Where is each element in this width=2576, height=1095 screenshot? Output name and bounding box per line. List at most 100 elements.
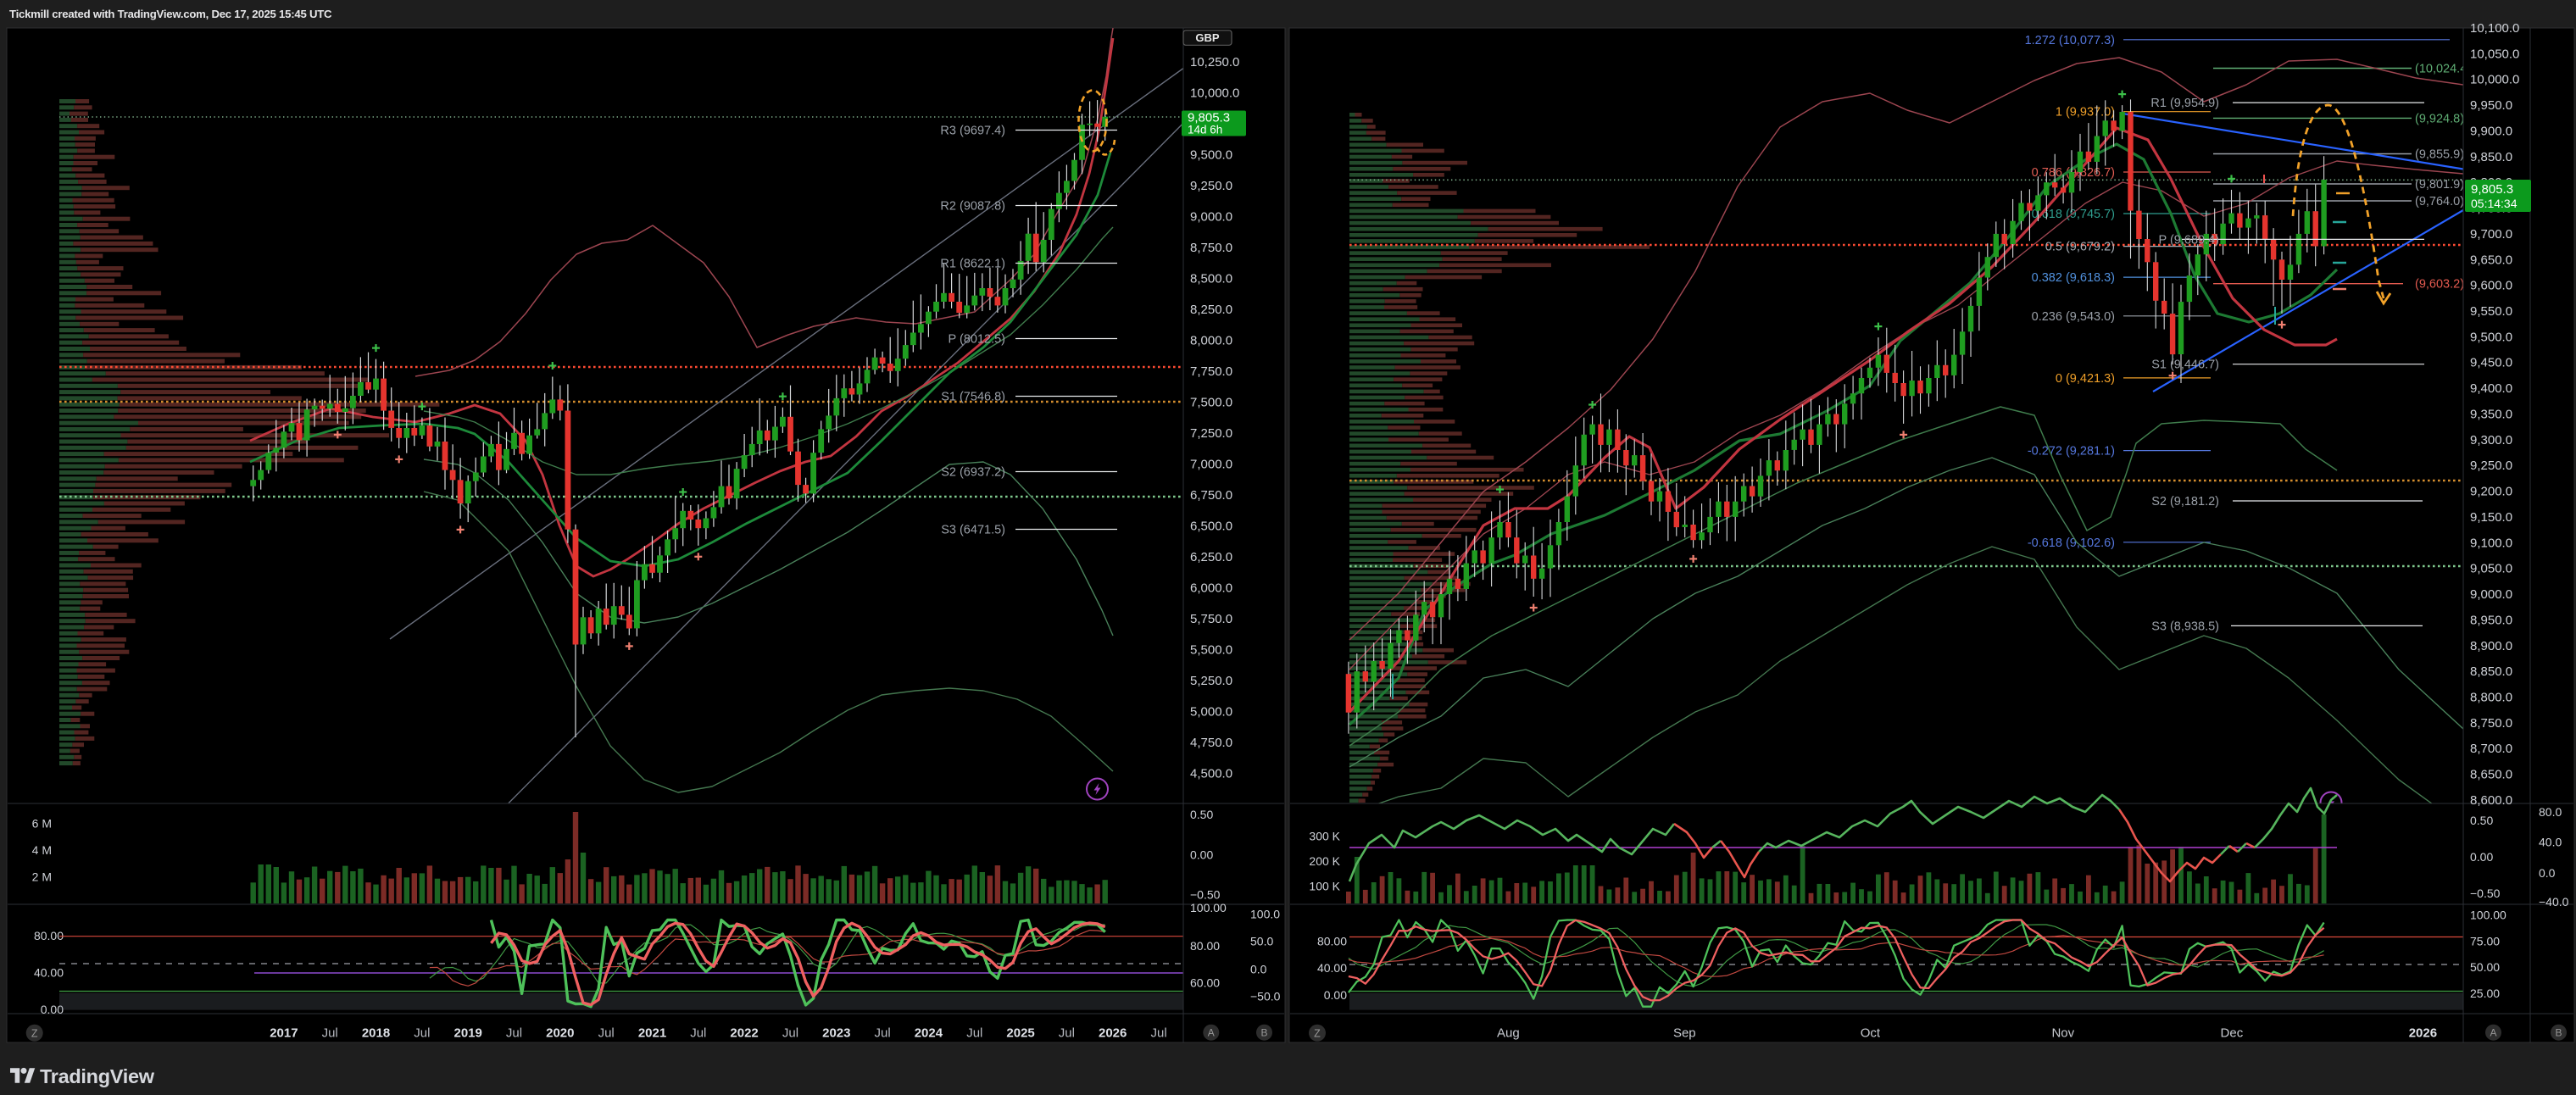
svg-text:9,500.0: 9,500.0: [2470, 330, 2512, 344]
svg-text:9,550.0: 9,550.0: [2470, 304, 2512, 319]
svg-text:9,150.0: 9,150.0: [2470, 510, 2512, 525]
svg-text:9,100.0: 9,100.0: [2470, 536, 2512, 550]
svg-text:0.382 (9,618.3): 0.382 (9,618.3): [2032, 271, 2115, 285]
svg-text:Sep: Sep: [1673, 1026, 1696, 1041]
svg-text:10,000.0: 10,000.0: [2470, 73, 2519, 87]
svg-text:1 (9,937.0): 1 (9,937.0): [2056, 106, 2115, 120]
svg-text:2023: 2023: [822, 1026, 850, 1041]
svg-text:Jul: Jul: [875, 1026, 891, 1041]
svg-text:0.00: 0.00: [1324, 988, 1347, 1002]
svg-text:-0.272 (9,281.1): -0.272 (9,281.1): [2028, 445, 2115, 459]
svg-text:B: B: [1260, 1027, 1267, 1039]
svg-text:2026: 2026: [2409, 1026, 2437, 1041]
svg-text:(10,024.4): (10,024.4): [2415, 63, 2471, 76]
svg-text:S3 (6471.5): S3 (6471.5): [941, 524, 1005, 537]
svg-text:8,850.0: 8,850.0: [2470, 664, 2512, 679]
svg-text:6,500.0: 6,500.0: [1190, 519, 1232, 533]
svg-text:0.50: 0.50: [1190, 808, 1213, 821]
svg-text:S1 (7546.8): S1 (7546.8): [941, 391, 1005, 404]
svg-text:8,700.0: 8,700.0: [2470, 742, 2512, 756]
svg-text:8,800.0: 8,800.0: [2470, 691, 2512, 705]
svg-text:9,600.0: 9,600.0: [2470, 279, 2512, 293]
svg-text:−0.50: −0.50: [1190, 888, 1221, 902]
svg-text:9,200.0: 9,200.0: [2470, 485, 2512, 499]
svg-text:9,000.0: 9,000.0: [1190, 209, 1232, 224]
svg-text:2024: 2024: [915, 1026, 943, 1041]
svg-text:9,950.0: 9,950.0: [2470, 98, 2512, 113]
svg-text:R3 (9697.4): R3 (9697.4): [940, 125, 1005, 138]
svg-text:2019: 2019: [454, 1026, 482, 1041]
svg-text:0.236 (9,543.0): 0.236 (9,543.0): [2032, 310, 2115, 324]
svg-text:2017: 2017: [270, 1026, 298, 1041]
svg-text:5,250.0: 5,250.0: [1190, 674, 1232, 688]
svg-text:0 (9,421.3): 0 (9,421.3): [2056, 372, 2115, 386]
svg-text:100.00: 100.00: [2470, 909, 2506, 922]
svg-text:6,250.0: 6,250.0: [1190, 550, 1232, 564]
svg-text:9,300.0: 9,300.0: [2470, 433, 2512, 447]
svg-text:P (9,689.4): P (9,689.4): [2159, 233, 2219, 247]
svg-text:Z: Z: [31, 1028, 38, 1040]
svg-text:0.00: 0.00: [1190, 848, 1213, 861]
svg-text:10,250.0: 10,250.0: [1190, 55, 1239, 69]
svg-text:9,700.0: 9,700.0: [2470, 227, 2512, 242]
svg-text:10,050.0: 10,050.0: [2470, 47, 2519, 61]
svg-text:A: A: [1208, 1027, 1215, 1039]
svg-text:Jul: Jul: [414, 1026, 430, 1041]
svg-text:9,000.0: 9,000.0: [2470, 587, 2512, 602]
svg-text:9,805.3: 9,805.3: [2471, 182, 2513, 197]
svg-text:9,050.0: 9,050.0: [2470, 562, 2512, 576]
svg-text:25.00: 25.00: [2470, 987, 2500, 1000]
svg-text:2020: 2020: [546, 1026, 574, 1041]
svg-text:9,250.0: 9,250.0: [2470, 459, 2512, 473]
svg-text:Nov: Nov: [2051, 1026, 2074, 1041]
svg-text:6 M: 6 M: [32, 817, 52, 831]
svg-text:8,950.0: 8,950.0: [2470, 613, 2512, 627]
svg-text:200 K: 200 K: [1309, 854, 1340, 868]
svg-text:05:14:34: 05:14:34: [2471, 197, 2518, 210]
svg-text:5,500.0: 5,500.0: [1190, 642, 1232, 657]
svg-text:7,750.0: 7,750.0: [1190, 364, 1232, 379]
svg-text:2021: 2021: [638, 1026, 666, 1041]
svg-text:10,100.0: 10,100.0: [2470, 21, 2519, 36]
svg-text:S2 (9,181.2): S2 (9,181.2): [2151, 495, 2219, 509]
svg-text:7,250.0: 7,250.0: [1190, 426, 1232, 441]
svg-text:300 K: 300 K: [1309, 830, 1340, 843]
svg-text:0.50: 0.50: [2470, 814, 2493, 827]
svg-text:7,000.0: 7,000.0: [1190, 457, 1232, 471]
svg-text:TradingView: TradingView: [40, 1065, 155, 1087]
svg-text:0.5 (9,679.2): 0.5 (9,679.2): [2045, 241, 2115, 254]
svg-text:40.00: 40.00: [34, 965, 64, 979]
svg-text:(9,924.8): (9,924.8): [2415, 112, 2464, 125]
svg-text:P (8012.5): P (8012.5): [949, 333, 1005, 347]
svg-text:8,750.0: 8,750.0: [1190, 241, 1232, 255]
svg-text:R1 (8622.1): R1 (8622.1): [940, 258, 1005, 271]
svg-text:−40.0: −40.0: [2539, 895, 2569, 909]
svg-text:(9,855.9): (9,855.9): [2415, 148, 2464, 162]
svg-text:0.618 (9,745.7): 0.618 (9,745.7): [2032, 208, 2115, 221]
svg-text:Aug: Aug: [1497, 1026, 1520, 1041]
svg-text:9,500.0: 9,500.0: [1190, 147, 1232, 162]
svg-text:9,450.0: 9,450.0: [2470, 356, 2512, 370]
svg-text:10,000.0: 10,000.0: [1190, 86, 1239, 100]
svg-text:Jul: Jul: [690, 1026, 706, 1041]
svg-text:5,000.0: 5,000.0: [1190, 704, 1232, 719]
svg-text:Z: Z: [1314, 1028, 1321, 1040]
svg-text:S2 (6937.2): S2 (6937.2): [941, 466, 1005, 480]
svg-text:8,650.0: 8,650.0: [2470, 768, 2512, 782]
svg-text:60.00: 60.00: [1190, 976, 1220, 990]
svg-text:100.0: 100.0: [1250, 908, 1280, 921]
svg-text:9,900.0: 9,900.0: [2470, 125, 2512, 139]
svg-text:8,500.0: 8,500.0: [1190, 271, 1232, 286]
svg-text:9,850.0: 9,850.0: [2470, 150, 2512, 164]
svg-text:7,500.0: 7,500.0: [1190, 395, 1232, 409]
svg-text:Jul: Jul: [506, 1026, 522, 1041]
svg-text:5,750.0: 5,750.0: [1190, 612, 1232, 626]
svg-text:Jul: Jul: [322, 1026, 338, 1041]
svg-text:0.0: 0.0: [1250, 963, 1267, 976]
svg-text:9,400.0: 9,400.0: [2470, 381, 2512, 396]
svg-text:Jul: Jul: [966, 1026, 982, 1041]
svg-text:80.00: 80.00: [1317, 934, 1347, 948]
svg-text:8,600.0: 8,600.0: [2470, 793, 2512, 808]
svg-text:8,900.0: 8,900.0: [2470, 639, 2512, 653]
svg-text:80.0: 80.0: [2539, 805, 2562, 819]
